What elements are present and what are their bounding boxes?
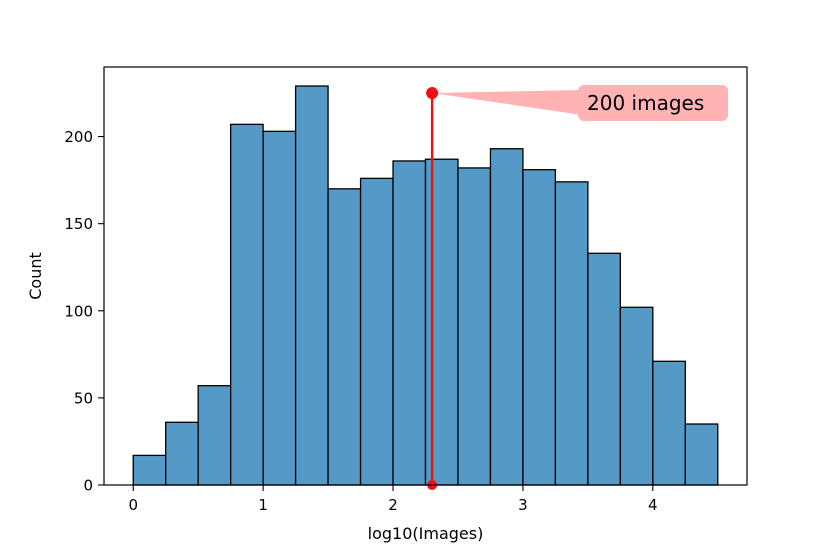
x-axis-ticks: 0 1 2 3 4 (128, 485, 658, 514)
x-tick-label: 3 (518, 496, 528, 514)
histogram-bar (587, 252, 621, 486)
histogram-bar (327, 188, 362, 486)
histogram-bar (424, 158, 459, 486)
x-tick-label: 1 (258, 496, 268, 514)
x-tick-label: 2 (388, 496, 398, 514)
y-tick-label: 150 (64, 215, 93, 233)
annotation-box-group: 200 images (578, 85, 728, 121)
histogram-bar (554, 181, 589, 486)
y-tick-label: 0 (83, 477, 93, 495)
histogram-bar (165, 421, 199, 486)
histogram-bar (652, 360, 686, 486)
histogram-bar (619, 306, 654, 486)
histogram-bar (522, 169, 557, 486)
axes-frame (103, 66, 748, 486)
x-tick-label: 0 (128, 496, 138, 514)
histogram-bar (359, 177, 394, 486)
annotation-box (578, 85, 728, 121)
y-tick-label: 50 (74, 389, 93, 407)
histogram-bar (197, 385, 232, 486)
x-axis-label: log10(Images) (368, 524, 484, 543)
histogram-bar (132, 454, 167, 486)
annotation-wedge (432, 90, 582, 115)
x-tick-label: 4 (648, 496, 658, 514)
annotation-label: 200 images (587, 91, 704, 115)
histogram-bar (294, 85, 329, 486)
y-tick-label: 200 (64, 128, 93, 146)
histogram-bar (230, 123, 264, 486)
annotation-top-marker (426, 87, 439, 99)
histogram-bar (457, 167, 492, 486)
histogram-bar (262, 130, 297, 486)
y-axis-label: Count (26, 252, 45, 300)
bars-group (132, 85, 719, 486)
y-axis-ticks: 0 50 100 150 200 (64, 128, 104, 495)
histogram-bar (392, 160, 427, 486)
annotation-pointer (432, 90, 582, 115)
y-tick-label: 100 (64, 302, 93, 320)
histogram-bar (684, 423, 719, 486)
annotation-line-group (426, 87, 439, 490)
histogram-bar (489, 148, 524, 486)
